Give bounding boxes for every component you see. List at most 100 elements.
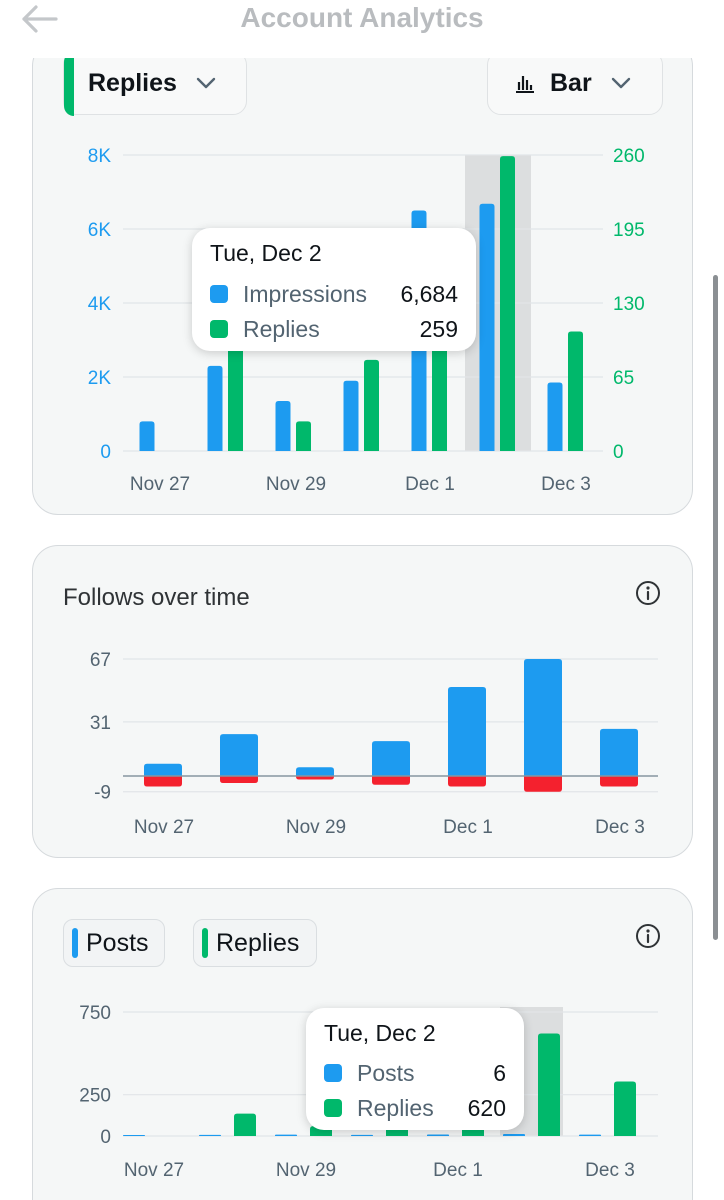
unfollows-bar — [448, 776, 486, 787]
replies-bar — [234, 1113, 256, 1136]
replies-swatch — [210, 320, 228, 338]
bar-chart-icon — [516, 76, 534, 93]
replies-chip-stripe — [202, 928, 208, 958]
posts-swatch — [324, 1064, 342, 1082]
x-tick-label: Dec 3 — [595, 817, 645, 838]
posts-bar — [579, 1134, 601, 1136]
posts-bar — [123, 1135, 145, 1136]
unfollows-bar — [220, 776, 258, 783]
y-right-tick-label: 195 — [613, 220, 645, 241]
page-title: Account Analytics — [240, 2, 484, 33]
x-tick-label: Nov 27 — [124, 1160, 184, 1181]
tooltip-label: Posts — [357, 1059, 415, 1086]
x-tick-label: Nov 29 — [266, 474, 326, 495]
y-tick-label: 250 — [79, 1086, 111, 1107]
x-tick-label: Nov 29 — [276, 1160, 336, 1181]
chip-label: Replies — [216, 928, 300, 957]
info-icon[interactable] — [635, 923, 661, 949]
x-tick-label: Dec 3 — [585, 1160, 635, 1181]
posts-bar — [199, 1134, 221, 1136]
chevron-down-icon — [611, 77, 630, 89]
y-tick-label: 31 — [90, 713, 111, 734]
x-tick-label: Nov 27 — [134, 817, 194, 838]
replies-bar — [568, 331, 583, 451]
posts-bar — [427, 1134, 449, 1136]
x-tick-label: Dec 3 — [541, 474, 591, 495]
y-left-tick-label: 2K — [88, 368, 112, 389]
follows-bar — [372, 741, 410, 776]
impressions-bar — [343, 380, 359, 451]
follows-chart[interactable]: 67 31 -9 Nov 27 Nov 29 Dec 1 Dec 3 — [33, 546, 693, 858]
impressions-swatch — [210, 285, 228, 303]
info-icon[interactable] — [635, 580, 661, 606]
chart-tooltip: Tue, Dec 2 Posts 6 Replies 620 — [306, 1008, 524, 1130]
impressions-bar — [547, 382, 563, 451]
replies-chip[interactable]: Replies — [193, 919, 317, 967]
y-tick-label: 0 — [100, 1127, 111, 1148]
tooltip-value: 6 — [493, 1059, 506, 1086]
y-right-tick-label: 130 — [613, 294, 645, 315]
tooltip-row-replies: Replies 259 — [210, 314, 458, 344]
y-tick-label: -9 — [94, 783, 111, 804]
back-arrow-icon[interactable] — [20, 2, 60, 36]
chip-label: Posts — [86, 928, 149, 957]
x-tick-label: Dec 1 — [443, 817, 493, 838]
replies-bar — [364, 359, 379, 451]
posts-bar — [351, 1134, 373, 1136]
x-tick-label: Nov 27 — [130, 474, 190, 495]
posts-bar — [503, 1134, 525, 1136]
follows-bar — [448, 686, 486, 776]
tooltip-value: 6,684 — [400, 280, 458, 307]
follows-bar — [296, 767, 334, 776]
card-title: Follows over time — [63, 584, 250, 611]
replies-swatch — [324, 1099, 342, 1117]
chart-type-label: Bar — [550, 68, 592, 97]
unfollows-bar — [296, 776, 334, 780]
posts-chip[interactable]: Posts — [63, 919, 165, 967]
posts-replies-chart-card: Posts Replies 750 250 0 Nov 27 Nov 29 Dec 1 De… — [32, 888, 693, 1200]
chart-tooltip: Tue, Dec 2 Impressions 6,684 Replies 259 — [192, 228, 476, 351]
tooltip-row-replies: Replies 620 — [324, 1093, 506, 1123]
replies-bar — [614, 1081, 636, 1136]
y-tick-label: 67 — [90, 650, 111, 671]
metric-selector[interactable]: Replies — [63, 51, 247, 116]
tooltip-date: Tue, Dec 2 — [210, 240, 322, 266]
follows-bar — [600, 728, 638, 776]
tooltip-row-posts: Posts 6 — [324, 1058, 506, 1088]
scrollbar[interactable] — [713, 275, 718, 940]
y-right-tick-label: 0 — [613, 442, 624, 463]
chart-type-selector[interactable]: Bar — [487, 51, 663, 115]
replies-impressions-chart[interactable]: 0 2K 4K 6K 8K 0 65 130 195 260 Nov 27 Nov 29 Dec 1 De… — [33, 41, 693, 515]
y-right-tick-label: 65 — [613, 368, 634, 389]
y-left-tick-label: 8K — [88, 146, 112, 167]
impressions-bar — [139, 421, 155, 451]
metric-selector-label: Replies — [88, 68, 177, 97]
replies-bar — [538, 1033, 560, 1136]
tooltip-date: Tue, Dec 2 — [324, 1020, 436, 1046]
follows-chart-card: Follows over time 67 31 -9 Nov 27 Nov 29 Dec … — [32, 545, 693, 858]
unfollows-bar — [144, 776, 182, 787]
replies-chart-card: Replies Bar 0 2K 4K 6K 8K 0 65 130 195 260 Nov 27 N… — [32, 40, 693, 515]
tooltip-label: Impressions — [243, 280, 367, 307]
chevron-down-icon — [196, 77, 216, 89]
y-left-tick-label: 4K — [88, 294, 112, 315]
replies-bar — [228, 331, 243, 451]
y-left-tick-label: 0 — [100, 442, 111, 463]
top-bar: Account Analytics — [0, 0, 724, 58]
posts-chip-stripe — [72, 928, 78, 958]
metric-accent — [64, 52, 74, 116]
posts-bar — [275, 1134, 297, 1136]
unfollows-bar — [524, 776, 562, 792]
tooltip-row-impressions: Impressions 6,684 — [210, 279, 458, 309]
x-tick-label: Dec 1 — [405, 474, 455, 495]
tooltip-label: Replies — [357, 1094, 434, 1121]
x-tick-label: Nov 29 — [286, 817, 346, 838]
y-right-tick-label: 260 — [613, 146, 645, 167]
y-left-tick-label: 6K — [88, 220, 112, 241]
impressions-bar — [207, 365, 223, 451]
replies-bar — [296, 421, 311, 451]
replies-bar — [500, 156, 515, 451]
follows-bar — [524, 659, 562, 776]
y-tick-label: 750 — [79, 1003, 111, 1024]
impressions-bar — [275, 401, 291, 451]
